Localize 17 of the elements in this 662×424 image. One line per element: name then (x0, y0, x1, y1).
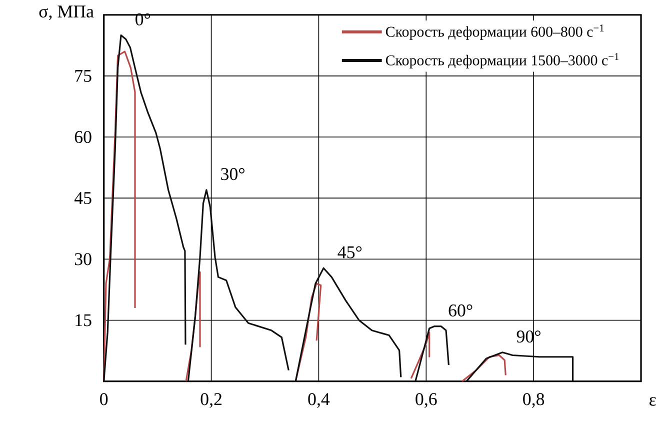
x-tick-label: 0,6 (416, 393, 437, 408)
annotation: 60° (448, 304, 472, 316)
y-tick-label: 75 (75, 70, 92, 82)
x-axis-title: ε (650, 397, 656, 406)
x-tick-label: 0,4 (308, 393, 330, 408)
x-tick-label: 0 (100, 393, 108, 406)
x-tick-label: 0,8 (523, 393, 544, 408)
y-tick-label: 60 (74, 130, 92, 143)
annotation: 45° (338, 246, 362, 258)
annotation: 30° (221, 168, 244, 180)
y-axis-title: σ, МПа (39, 6, 94, 20)
y-tick-label: 15 (76, 314, 92, 326)
legend-label: Скорость деформации 600–800 с$^{−1}$ (386, 24, 604, 40)
y-tick-label: 30 (74, 253, 92, 266)
y-tick-label: 45 (74, 192, 92, 204)
x-tick-label: 0,2 (200, 393, 222, 408)
legend-label: Скорость деформации 1500–3000 с$^{−1}$ (386, 53, 619, 68)
